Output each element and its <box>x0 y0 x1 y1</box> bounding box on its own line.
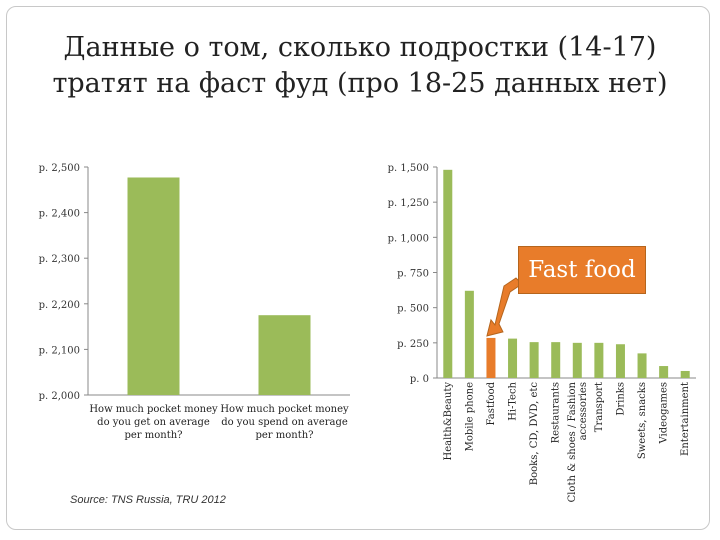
right-category-label: Cloth & shoes / Fashion <box>567 381 578 502</box>
slide-frame <box>6 6 710 530</box>
right-bar <box>443 169 453 378</box>
right-category-label: Sweets, snacks <box>637 382 648 459</box>
left-category-label: How much pocket money <box>89 404 218 415</box>
right-y-tick-label: р. 250 <box>397 339 429 350</box>
right-bar <box>615 344 625 378</box>
right-bar <box>508 338 518 378</box>
right-category-label: accessories <box>578 382 589 440</box>
right-category-label: Restaurants <box>551 382 562 443</box>
right-bar <box>594 342 604 378</box>
right-bar <box>637 353 647 378</box>
right-y-tick-label: р. 750 <box>397 269 429 280</box>
right-y-tick-label: р. 0 <box>410 374 429 385</box>
right-category-label: Transport <box>594 382 605 432</box>
right-bar <box>680 370 690 378</box>
right-category-label: Fastfood <box>486 381 497 425</box>
right-bar <box>464 290 474 378</box>
left-y-tick-label: р. 2,300 <box>39 254 80 265</box>
left-y-tick-label: р. 2,200 <box>39 300 80 311</box>
right-y-tick-label: р. 1,000 <box>388 233 429 244</box>
right-y-tick-label: р. 1,250 <box>388 198 429 209</box>
left-bar <box>127 177 180 395</box>
slide-title: Данные о том, сколько подростки (14-17) … <box>52 32 668 99</box>
left-y-tick-label: р. 2,400 <box>39 209 80 220</box>
right-category-label: Books, CD, DVD, etc <box>529 382 540 486</box>
left-bar <box>258 315 311 395</box>
fast-food-callout: Fast food <box>518 246 646 294</box>
right-bar <box>551 342 561 378</box>
source-note: Source: TNS Russia, TRU 2012 <box>70 494 226 506</box>
left-category-label: per month? <box>124 430 182 441</box>
left-y-tick-label: р. 2,000 <box>39 391 80 402</box>
left-category-label: How much pocket money <box>220 404 349 415</box>
right-bar <box>572 342 582 378</box>
left-category-label: do you spend on average <box>221 417 348 428</box>
right-y-tick-label: р. 500 <box>397 304 429 315</box>
right-y-tick-label: р. 1,500 <box>388 163 429 174</box>
left-category-label: per month? <box>255 430 313 441</box>
right-bar <box>659 366 669 378</box>
highlight-bar <box>486 337 496 378</box>
right-category-label: Videogames <box>659 382 670 444</box>
right-category-label: Mobile phone <box>464 382 475 451</box>
left-y-tick-label: р. 2,500 <box>39 163 80 174</box>
right-category-label: Health&Beauty <box>443 382 454 461</box>
right-category-label: Drinks <box>615 382 626 416</box>
left-y-tick-label: р. 2,100 <box>39 345 80 356</box>
left-category-label: do you get on average <box>97 417 210 428</box>
right-category-label: Hi-Tech <box>508 381 519 420</box>
callout-arrow <box>486 277 523 337</box>
right-category-label: Entertainment <box>680 382 691 456</box>
right-bar <box>529 342 539 378</box>
